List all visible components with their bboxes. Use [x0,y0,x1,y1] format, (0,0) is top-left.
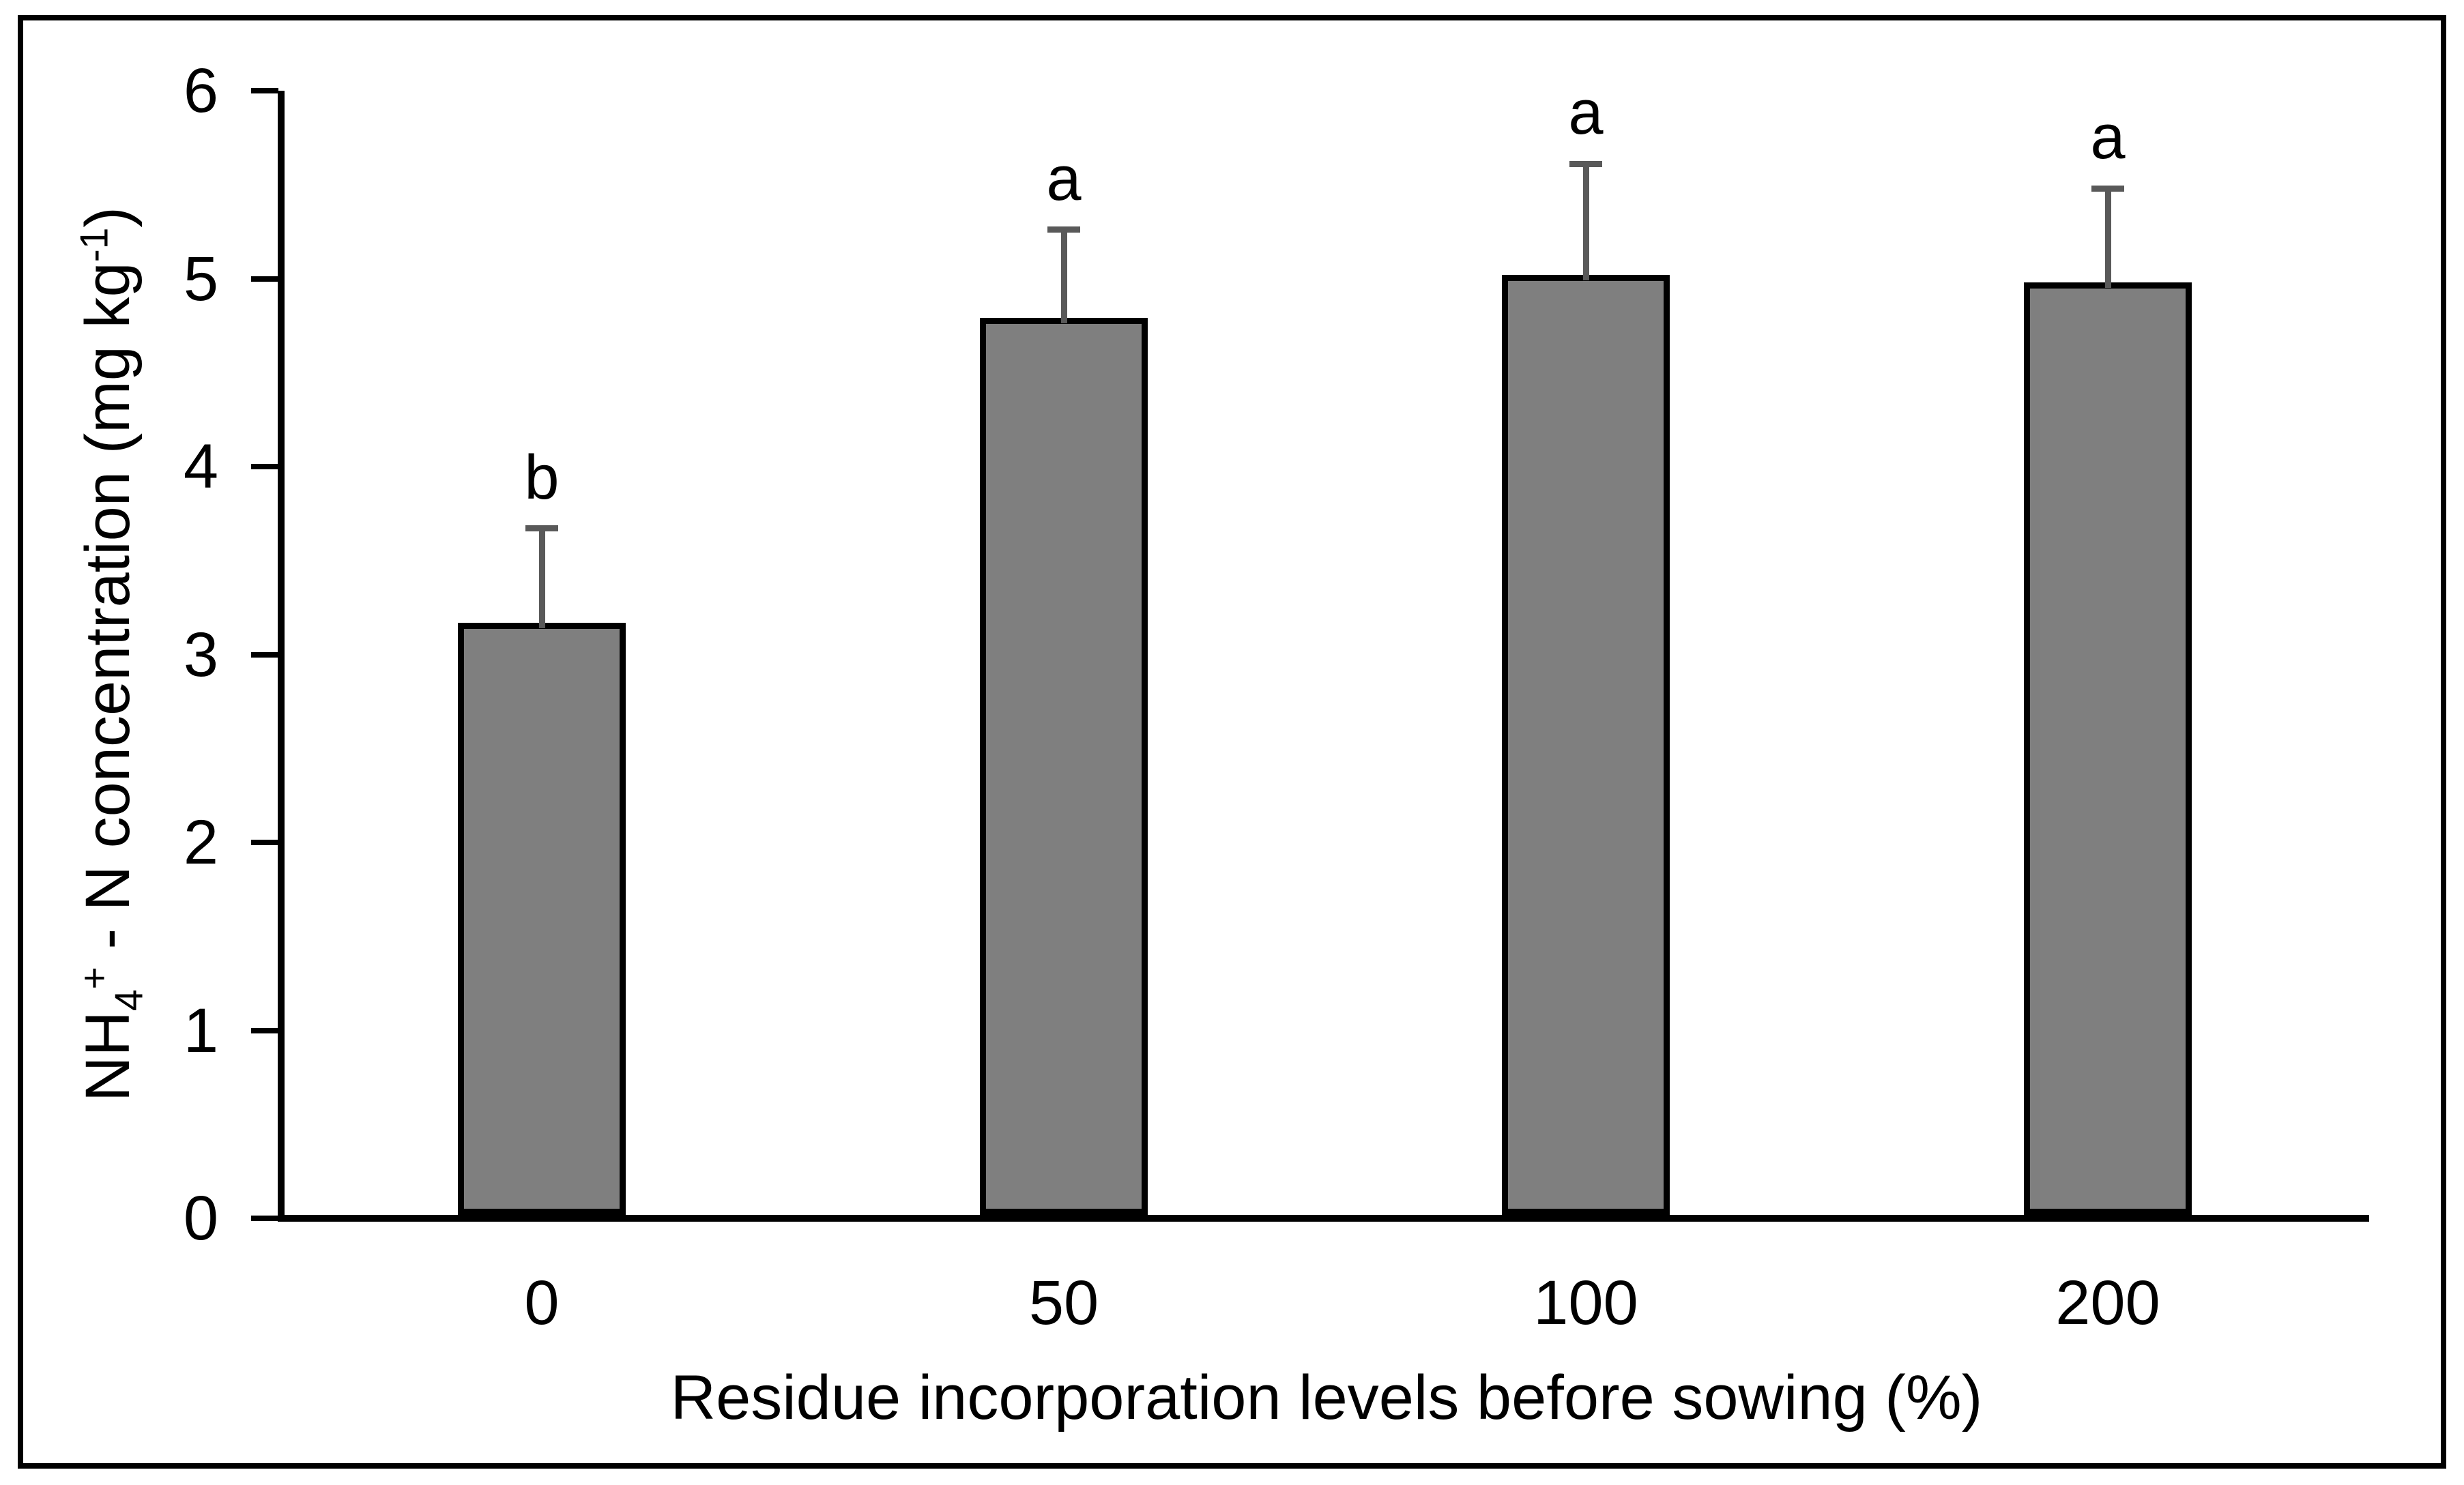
x-tick-label: 0 [524,1268,560,1338]
y-tick-label: 3 [183,619,218,690]
y-tick-label: 5 [183,244,218,314]
significance-letter: a [1568,78,1604,148]
y-tick-label: 1 [183,995,218,1065]
y-tick-mark [251,276,278,282]
plot-area: b a a a [278,78,2369,1222]
error-bar-cap [1047,226,1080,233]
y-tick-mark [251,840,278,845]
error-bar-line [538,528,545,628]
error-bar-line [1060,229,1067,324]
y-axis-title-text: ) [73,206,143,228]
y-tick-label: 6 [183,56,218,126]
significance-letter: a [2090,102,2126,173]
y-tick-mark [251,88,278,93]
bar [1502,275,1670,1215]
y-tick-label: 0 [183,1183,218,1253]
x-axis-title: Residue incorporation levels before sowi… [670,1363,1983,1432]
error-bar-cap [2091,185,2124,192]
x-tick-label: 100 [1533,1268,1638,1338]
error-bar-line [1582,164,1589,280]
bar [980,318,1148,1215]
error-bar-cap [525,525,558,532]
y-title-superscript: + [72,967,117,990]
significance-letter: b [524,442,560,512]
x-tick-label: 50 [1028,1268,1099,1338]
y-tick-mark [251,651,278,658]
error-bar-cap [1569,160,1602,167]
y-tick-label: 2 [183,808,218,877]
bar [2024,282,2192,1215]
y-tick-mark [251,1216,278,1221]
y-tick-mark [251,1027,278,1033]
y-tick-mark [251,464,278,469]
significance-letter: a [1046,143,1082,214]
y-tick-label: 4 [183,432,218,501]
bar [458,622,626,1215]
error-bar-line [2104,188,2111,288]
x-tick-label: 200 [2055,1268,2160,1338]
